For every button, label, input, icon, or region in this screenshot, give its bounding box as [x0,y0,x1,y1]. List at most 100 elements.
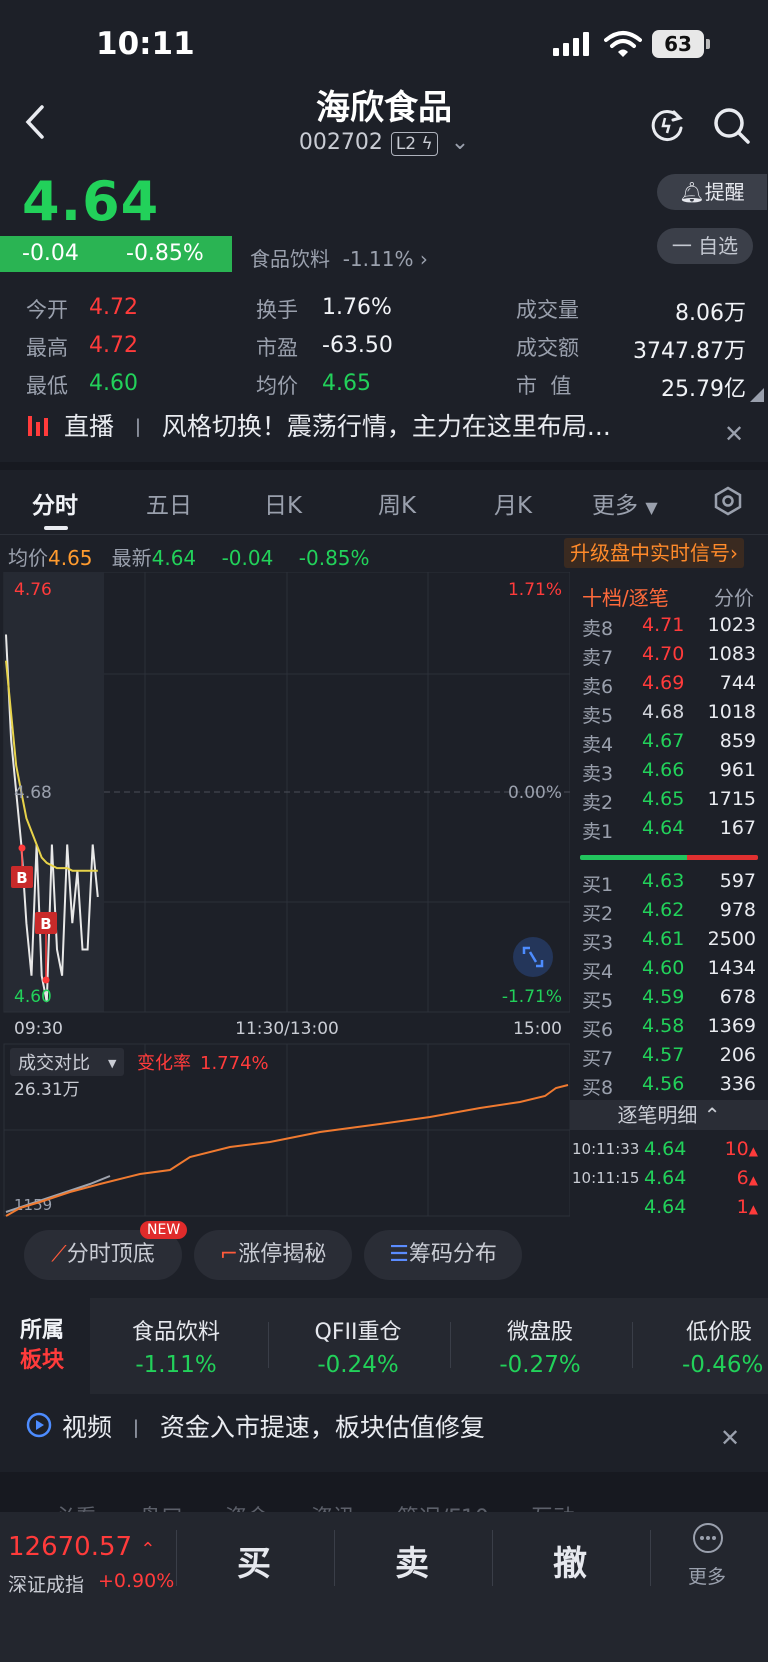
price-axis-bottom: 4.60 [14,987,52,1007]
play-icon [26,1412,52,1438]
ask-row[interactable]: 卖5 4.68 1018 [570,701,768,730]
ask-row[interactable]: 卖7 4.70 1083 [570,643,768,672]
bid-volume: 2500 [707,928,756,950]
status-time: 10:11 [96,26,195,62]
more-icon[interactable] [692,1522,724,1554]
intraday-chart[interactable]: B B 4.76 4.68 4.60 1.71% 0.00% -1.71% 09… [0,572,570,1217]
close-icon[interactable]: ✕ [724,420,745,448]
orderbook-tab-level10[interactable]: 十档/逐笔 [582,586,669,610]
settings-icon[interactable] [714,486,742,516]
chip-distribution-button[interactable]: ☰筹码分布 [364,1230,522,1280]
sector-link[interactable]: 食品饮料 -1.11% › [250,243,428,272]
price-change: -0.04 [22,241,79,266]
bid-row[interactable]: 买7 4.57 206 [570,1044,768,1073]
pe-label: 市盈 [256,336,298,360]
bid-volume: 1369 [707,1015,756,1037]
ask-volume: 961 [719,759,756,781]
bid-price: 4.57 [642,1044,685,1066]
tab-weekly-k[interactable]: 周K [378,493,417,519]
high-label: 最高 [26,336,68,360]
ask-row[interactable]: 卖1 4.64 167 [570,817,768,846]
ask-row[interactable]: 卖4 4.67 859 [570,730,768,759]
more-label[interactable]: 更多 [688,1566,727,1588]
bottom-trade-bar [0,1512,768,1662]
ask-price: 4.68 [642,701,685,723]
video-label: 视频 [62,1413,113,1442]
upgrade-signal-link[interactable]: 升级盘中实时信号› [564,538,744,568]
price-axis-top: 4.76 [14,580,52,600]
alert-button[interactable]: 🔔︎提醒 [657,174,767,210]
chevron-down-icon: ⌄ [450,130,470,155]
search-icon[interactable] [712,106,752,146]
bid-level: 买1 [582,874,614,896]
expand-corner-icon[interactable] [750,388,764,402]
bid-level: 买7 [582,1048,614,1070]
buy-marker [11,866,33,888]
intraday-top-bottom-button[interactable]: ⟋分时顶底 [24,1230,182,1280]
tick-detail-toggle[interactable]: 逐笔明细 ⌃ [570,1100,768,1130]
bid-level: 买8 [582,1077,614,1099]
ask-row[interactable]: 卖8 4.71 1023 [570,614,768,643]
video-banner-text[interactable]: 视频 丨 资金入市提速，板块估值修复 [62,1408,485,1444]
cancel-order-button[interactable]: 撤 [553,1544,587,1584]
sector-item-pct: -1.11% [135,1352,217,1378]
pe-value: -63.50 [322,333,393,358]
tab-five-day[interactable]: 五日 [146,493,192,519]
sector-pct: -1.11% [342,247,414,271]
ask-row[interactable]: 卖3 4.66 961 [570,759,768,788]
buy-button[interactable]: 买 [237,1544,271,1584]
bid-row[interactable]: 买1 4.63 597 [570,870,768,899]
detail-tabs-peek[interactable]: 必看 盘口 资金 资讯 简况/F10 互动 [46,1500,575,1514]
limit-up-reveal-label: 涨停揭秘 [238,1242,327,1267]
sector-item-name[interactable]: 低价股 [686,1320,753,1345]
tab-monthly-k[interactable]: 月K [494,493,533,519]
pct-axis-mid: 0.00% [508,783,562,803]
tab-daily-k[interactable]: 日K [264,493,303,519]
sector-item-name[interactable]: 食品饮料 [131,1320,220,1345]
volume-compare-dropdown[interactable] [10,1048,124,1076]
refresh-icon[interactable] [648,106,686,144]
live-label: 直播 [64,412,115,441]
volume-axis-max: 26.31万 [14,1080,80,1100]
bid-row[interactable]: 买8 4.56 336 [570,1073,768,1102]
limit-up-reveal-button[interactable]: ⌐涨停揭秘 [194,1230,352,1280]
ask-price: 4.65 [642,788,685,810]
back-icon[interactable] [24,104,46,150]
price-axis-mid: 4.68 [14,783,52,803]
bid-volume: 336 [719,1073,756,1095]
bid-price: 4.58 [642,1015,685,1037]
chevron-up-icon: ⌃ [140,1539,156,1560]
tab-separator [0,534,768,535]
stock-code-row[interactable]: 002702 L2 ϟ ⌄ [0,130,768,156]
intraday-top-bottom-label: 分时顶底 [66,1242,155,1267]
bid-row[interactable]: 买4 4.60 1434 [570,957,768,986]
bid-row[interactable]: 买2 4.62 978 [570,899,768,928]
bid-row[interactable]: 买5 4.59 678 [570,986,768,1015]
live-sep: 丨 [127,416,148,440]
up-arrow-icon: ▲ [748,1173,758,1187]
fullscreen-icon [522,946,544,968]
marker-dot [18,844,26,852]
live-banner-text[interactable]: 直播 丨 风格切换！震荡行情，主力在这里布局... [64,407,684,443]
ask-row[interactable]: 卖2 4.65 1715 [570,788,768,817]
price-line [5,634,99,1003]
bid-row[interactable]: 买3 4.61 2500 [570,928,768,957]
close-icon[interactable]: ✕ [720,1424,741,1452]
bid-volume: 206 [719,1044,756,1066]
ask-level: 卖5 [582,705,614,727]
sector-item-name[interactable]: 微盘股 [506,1320,573,1345]
sector-item-name[interactable]: QFII重仓 [314,1320,402,1345]
ask-volume: 167 [719,817,756,839]
bid-row[interactable]: 买6 4.58 1369 [570,1015,768,1044]
sector-item-pct: -0.27% [499,1352,581,1378]
index-value[interactable]: 12670.57 ⌃ [8,1532,155,1562]
tab-intraday[interactable]: 分时 [32,493,78,519]
tab-more[interactable]: 更多 ▼ [592,486,658,520]
time-axis-end: 15:00 [513,1019,562,1039]
orderbook-tab-price[interactable]: 分价 [714,586,754,610]
ask-price: 4.69 [642,672,685,694]
info-last-label: 最新 [111,546,152,570]
add-watchlist-button[interactable]: 一 自选 [657,228,753,264]
ask-row[interactable]: 卖6 4.69 744 [570,672,768,701]
sell-button[interactable]: 卖 [395,1544,429,1584]
